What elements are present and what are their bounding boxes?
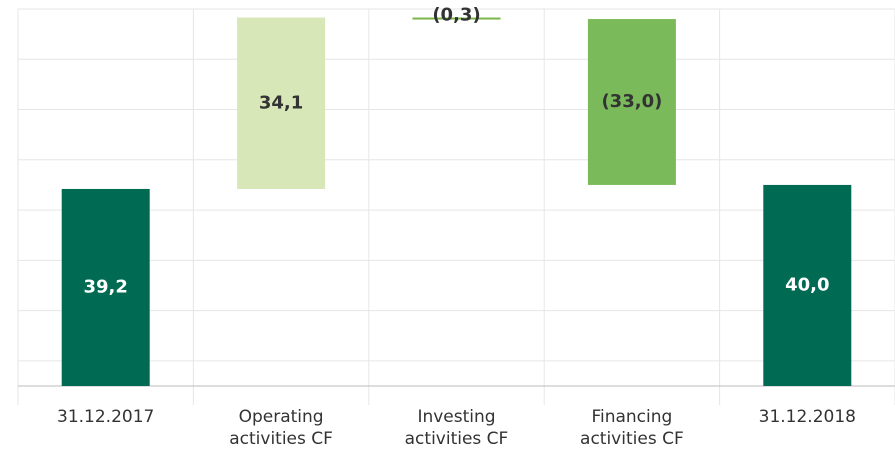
bar [61, 188, 150, 386]
x-tick-label: 31.12.2018 [758, 407, 856, 427]
value-label: 40,0 [785, 274, 829, 295]
bar [237, 17, 326, 189]
bar [412, 17, 501, 20]
bar [587, 19, 676, 185]
x-tick-label: 31.12.2017 [57, 407, 155, 427]
value-label: (0,3) [432, 5, 480, 26]
value-label: 34,1 [259, 92, 303, 113]
value-label: (33,0) [601, 91, 662, 112]
value-label: 39,2 [83, 276, 127, 297]
bar [763, 184, 852, 386]
x-tick-label: Financing activities CF [580, 407, 684, 449]
x-tick-label: Investing activities CF [404, 407, 509, 449]
x-tick-label: Operating activities CF [229, 407, 333, 449]
